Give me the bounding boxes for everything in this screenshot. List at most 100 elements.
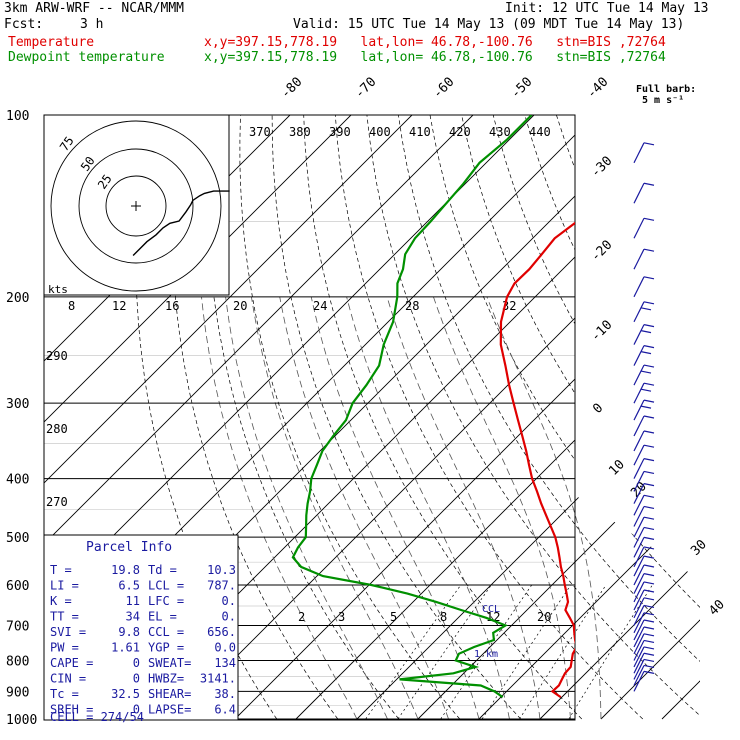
moist-adiabat-line xyxy=(433,296,571,720)
wind-barb-flag xyxy=(643,664,655,669)
wind-barb-staff xyxy=(633,537,645,558)
moist-adiabat-line xyxy=(346,296,510,720)
pressure-tick-label: 900 xyxy=(6,685,29,700)
wind-barb-flag xyxy=(643,364,655,368)
hodograph-units: kts xyxy=(48,283,68,296)
hodograph-speed-label: 16 xyxy=(165,299,179,313)
isotherm-label: 10 xyxy=(606,457,628,479)
isotherm-line xyxy=(44,115,413,720)
isotherm-line xyxy=(44,115,474,720)
parcel-key: CAPE = xyxy=(50,656,93,670)
mixing-ratio-label: 2 xyxy=(298,610,305,624)
wind-barb-staff xyxy=(633,276,645,298)
parcel-value: 6.4 xyxy=(214,703,236,717)
wind-barb-flag xyxy=(643,536,655,540)
parcel-value: 3141. xyxy=(200,672,236,686)
wind-barb-flag xyxy=(643,415,655,419)
isotherm-line xyxy=(661,115,700,720)
theta-label: 380 xyxy=(289,125,311,139)
isotherm-label: -10 xyxy=(588,318,615,345)
hodograph-speed-label: 8 xyxy=(68,299,75,313)
pressure-tick-label: 100 xyxy=(6,109,29,124)
parcel-key: YGP = xyxy=(148,641,184,655)
wind-barb-flag xyxy=(643,301,655,305)
parcel-key: Td = xyxy=(148,563,177,577)
theta-low-label: 290 xyxy=(46,349,68,363)
wind-barb-staff xyxy=(633,430,645,452)
dry-adiabat-line xyxy=(461,115,700,720)
parcel-key: SWEAT= xyxy=(148,656,191,670)
wind-barb-flag xyxy=(643,670,655,674)
wind-barb-flag xyxy=(643,633,655,637)
parcel-key: SHEAR= xyxy=(148,687,191,701)
isotherm-label: -80 xyxy=(278,75,305,102)
barb-key-units: 5 m s⁻¹ xyxy=(642,95,684,106)
pressure-tick-label: 800 xyxy=(6,654,29,669)
dry-adiabat-line xyxy=(366,115,700,720)
wind-barb-staff xyxy=(633,589,645,611)
wind-barb-flag xyxy=(643,430,655,434)
parcel-value: 787. xyxy=(207,579,236,593)
parcel-value: 10.3 xyxy=(207,563,236,577)
wind-barb-staff xyxy=(633,659,645,680)
wind-barb-flag xyxy=(640,351,652,355)
parcel-value: 9.8 xyxy=(118,625,140,639)
isotherm-label: -30 xyxy=(588,154,615,181)
dewpoint-legend-label: Dewpoint temperature xyxy=(8,50,165,65)
parcel-key: CCL = xyxy=(148,625,184,639)
dry-adiabat-line xyxy=(206,115,400,720)
wind-barb-staff xyxy=(633,415,645,437)
parcel-value: 0. xyxy=(222,610,236,624)
parcel-value: 0.0 xyxy=(214,641,236,655)
init-time: Init: 12 UTC Tue 14 May 13 xyxy=(505,1,709,16)
hodograph-ring-label: 25 xyxy=(95,172,115,192)
isotherm-line xyxy=(723,115,740,719)
barb-key-title: Full barb: xyxy=(636,84,696,95)
wind-barb-staff xyxy=(633,619,645,641)
forecast-hours: 3 h xyxy=(80,17,104,32)
dry-adiabat-line xyxy=(271,115,522,720)
wind-barb-staff xyxy=(633,605,645,626)
mixing-ratio-label: 3 xyxy=(338,610,345,624)
hodograph-ring-label: 50 xyxy=(78,154,98,174)
hodograph-ring xyxy=(50,120,222,292)
hodograph-ring xyxy=(78,148,194,264)
temperature-trace xyxy=(499,221,575,699)
parcel-value: 38. xyxy=(214,687,236,701)
dewpoint-point-info: x,y=397.15,778.19 lat,lon= 46.78,-100.76… xyxy=(204,50,666,65)
wind-barb-staff xyxy=(633,546,645,568)
isotherm-line xyxy=(173,115,700,720)
pressure-tick-label: 500 xyxy=(6,531,29,546)
parcel-value: 11 xyxy=(126,594,140,608)
parcel-info-box: Parcel Info T = 19.8 Td = 10.3 LI = 6.5 LCL = 7… xyxy=(43,534,239,724)
wind-barb-flag xyxy=(643,581,655,585)
dry-adiabat-line xyxy=(398,115,700,720)
theta-low-label: 270 xyxy=(46,495,68,509)
wind-barb-staff xyxy=(633,597,645,619)
wind-barb-staff xyxy=(633,564,645,586)
isotherm-line xyxy=(600,115,700,720)
mixing-ratio-label: 5 xyxy=(390,610,397,624)
wind-barb-staff xyxy=(633,652,645,674)
wind-barb-flag xyxy=(643,546,655,550)
dry-adiabat-line xyxy=(492,115,700,720)
pressure-tick-label: 700 xyxy=(6,619,29,634)
wind-barb-staff xyxy=(633,382,645,404)
wind-barb-flag xyxy=(643,458,655,462)
wind-barb-flag xyxy=(643,444,655,448)
parcel-key: PW = xyxy=(50,641,79,655)
wind-barb-staff xyxy=(633,399,645,421)
wind-barb-staff xyxy=(633,506,645,527)
dry-adiabat-line xyxy=(239,115,461,720)
wind-barb-staff xyxy=(633,483,645,504)
pressure-tick-label: 400 xyxy=(6,473,29,488)
hodograph-ring-label: 75 xyxy=(57,134,77,154)
valid-time: Valid: 15 UTC Tue 14 May 13 (09 MDT Tue … xyxy=(293,17,685,32)
wind-barb-flag xyxy=(643,516,655,520)
pressure-tick-label: 200 xyxy=(6,291,29,306)
dry-adiabat-line xyxy=(650,115,700,720)
isotherm-line xyxy=(478,115,700,720)
parcel-value: 6.5 xyxy=(118,579,140,593)
wind-barb-flag xyxy=(643,619,655,623)
